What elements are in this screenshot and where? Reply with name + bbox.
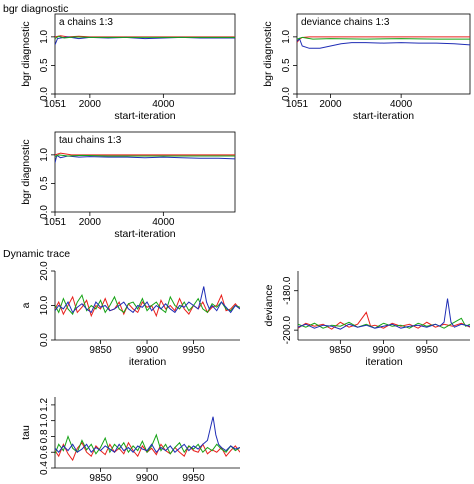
trace-a-series-0 [55, 293, 240, 318]
bgr-tau-xtick-label-1: 2000 [79, 217, 102, 228]
bgr-a-xtick-label-2: 4000 [152, 99, 175, 110]
bgr-a-ytick-label-1: 0.5 [39, 58, 50, 72]
trace-tau-ytick-label-1: 0.6 [39, 445, 50, 459]
bgr-a-panel: a chains 1:3 1051 2000 4000 0.0 0.5 1.0 start-i… [20, 13, 236, 122]
bgr-tau-title: tau chains 1:3 [59, 135, 122, 146]
trace-deviance-xtick-label-2: 9950 [416, 345, 439, 356]
trace-a-ytick-label-1: 10.0 [39, 295, 50, 315]
bgr-tau-xtick-label-2: 4000 [152, 217, 175, 228]
bgr-deviance-series-0 [297, 36, 470, 43]
bgr-tau-frame [54, 131, 236, 213]
trace-deviance-xtick-label-0: 9850 [329, 345, 352, 356]
trace-tau-series-2 [55, 416, 240, 454]
trace-section-title: Dynamic trace [3, 248, 70, 260]
trace-deviance-panel: 9850 9900 9950 -200.0 -180.0 iteration devianc… [263, 271, 470, 368]
bgr-a-ylabel: bgr diagnostic [20, 21, 32, 86]
trace-a-xtick-label-1: 9900 [136, 345, 159, 356]
bgr-deviance-panel: deviance chains 1:3 1051 2000 4000 0.0 0.5 1.0… [262, 13, 471, 122]
trace-a-series-2 [55, 286, 240, 314]
trace-tau-xtick-label-2: 9950 [182, 473, 205, 484]
trace-tau-ytick-label-4: 1.2 [39, 398, 50, 412]
bgr-a-ytick-label-2: 1.0 [39, 29, 50, 43]
bgr-tau-series-1 [55, 154, 235, 163]
bgr-a-series-1 [55, 36, 235, 46]
bgr-deviance-ytick-label-1: 0.5 [281, 58, 292, 72]
charts-layer: a chains 1:3 1051 2000 4000 0.0 0.5 1.0 start-i… [20, 13, 471, 484]
bgr-a-xlabel: start-iteration [114, 110, 175, 122]
bgr-deviance-ytick-label-0: 0.0 [281, 87, 292, 101]
trace-tau-ylabel: tau [20, 425, 32, 440]
bgr-a-xtick-label-1: 2000 [79, 99, 102, 110]
trace-a-panel: 9850 9900 9950 0.0 10.0 20.0 iteration a [20, 261, 240, 368]
bgr-deviance-title: deviance chains 1:3 [301, 17, 390, 28]
bgr-deviance-frame [296, 13, 471, 95]
trace-tau-xtick-label-1: 9900 [136, 473, 159, 484]
bgr-tau-series-2 [55, 154, 235, 158]
trace-a-series-1 [55, 293, 240, 316]
trace-a-xlabel: iteration [129, 356, 167, 368]
bgr-tau-ytick-label-2: 1.0 [39, 147, 50, 161]
bgr-tau-xlabel: start-iteration [114, 228, 175, 240]
trace-a-xtick-label-2: 9950 [182, 345, 205, 356]
bgr-a-series-2 [55, 35, 235, 39]
trace-deviance-xtick-label-1: 9900 [372, 345, 395, 356]
trace-deviance-series-2 [298, 298, 470, 330]
bgr-a-ytick-label-0: 0.0 [39, 87, 50, 101]
trace-a-ytick-label-0: 0.0 [39, 333, 50, 347]
bgr-deviance-ytick-label-2: 1.0 [281, 29, 292, 43]
bgr-tau-ylabel: bgr diagnostic [20, 139, 32, 204]
trace-a-xtick-label-0: 9850 [89, 345, 112, 356]
trace-tau-ytick-label-2: 0.8 [39, 429, 50, 443]
bgr-section-title: bgr diagnostic [3, 3, 68, 15]
bgr-deviance-series-2 [297, 36, 470, 40]
trace-deviance-ylabel: deviance [263, 284, 275, 326]
trace-deviance-ytick-label-0: -200.0 [282, 316, 293, 345]
trace-deviance-xlabel: iteration [365, 356, 403, 368]
bgr-tau-xtick-label-0: 1051 [44, 217, 67, 228]
trace-tau-ytick-label-0: 0.4 [39, 461, 50, 475]
bgr-deviance-xlabel: start-iteration [353, 110, 414, 122]
trace-tau-ytick-label-3: 1.0 [39, 413, 50, 427]
bgr-deviance-xtick-label-0: 1051 [286, 99, 309, 110]
trace-a-ylabel: a [20, 302, 32, 308]
bgr-tau-ytick-label-1: 0.5 [39, 176, 50, 190]
bgr-tau-series-0 [55, 152, 235, 156]
bgr-deviance-series-1 [297, 37, 470, 49]
trace-deviance-ytick-label-1: -180.0 [282, 276, 293, 305]
bgr-a-xtick-label-0: 1051 [44, 99, 67, 110]
trace-tau-xtick-label-0: 9850 [89, 473, 112, 484]
bgr-deviance-ylabel: bgr diagnostic [262, 21, 274, 86]
bgr-tau-panel: tau chains 1:3 1051 2000 4000 0.0 0.5 1.0 start… [20, 131, 236, 240]
bgr-tau-ytick-label-0: 0.0 [39, 205, 50, 219]
bgr-deviance-xtick-label-1: 2000 [319, 99, 342, 110]
trace-tau-series-1 [55, 433, 240, 455]
bgr-deviance-xtick-label-2: 4000 [390, 99, 413, 110]
bgr-a-title: a chains 1:3 [59, 17, 113, 28]
bgr-a-frame [54, 13, 236, 95]
trace-a-ytick-label-2: 20.0 [39, 261, 50, 281]
